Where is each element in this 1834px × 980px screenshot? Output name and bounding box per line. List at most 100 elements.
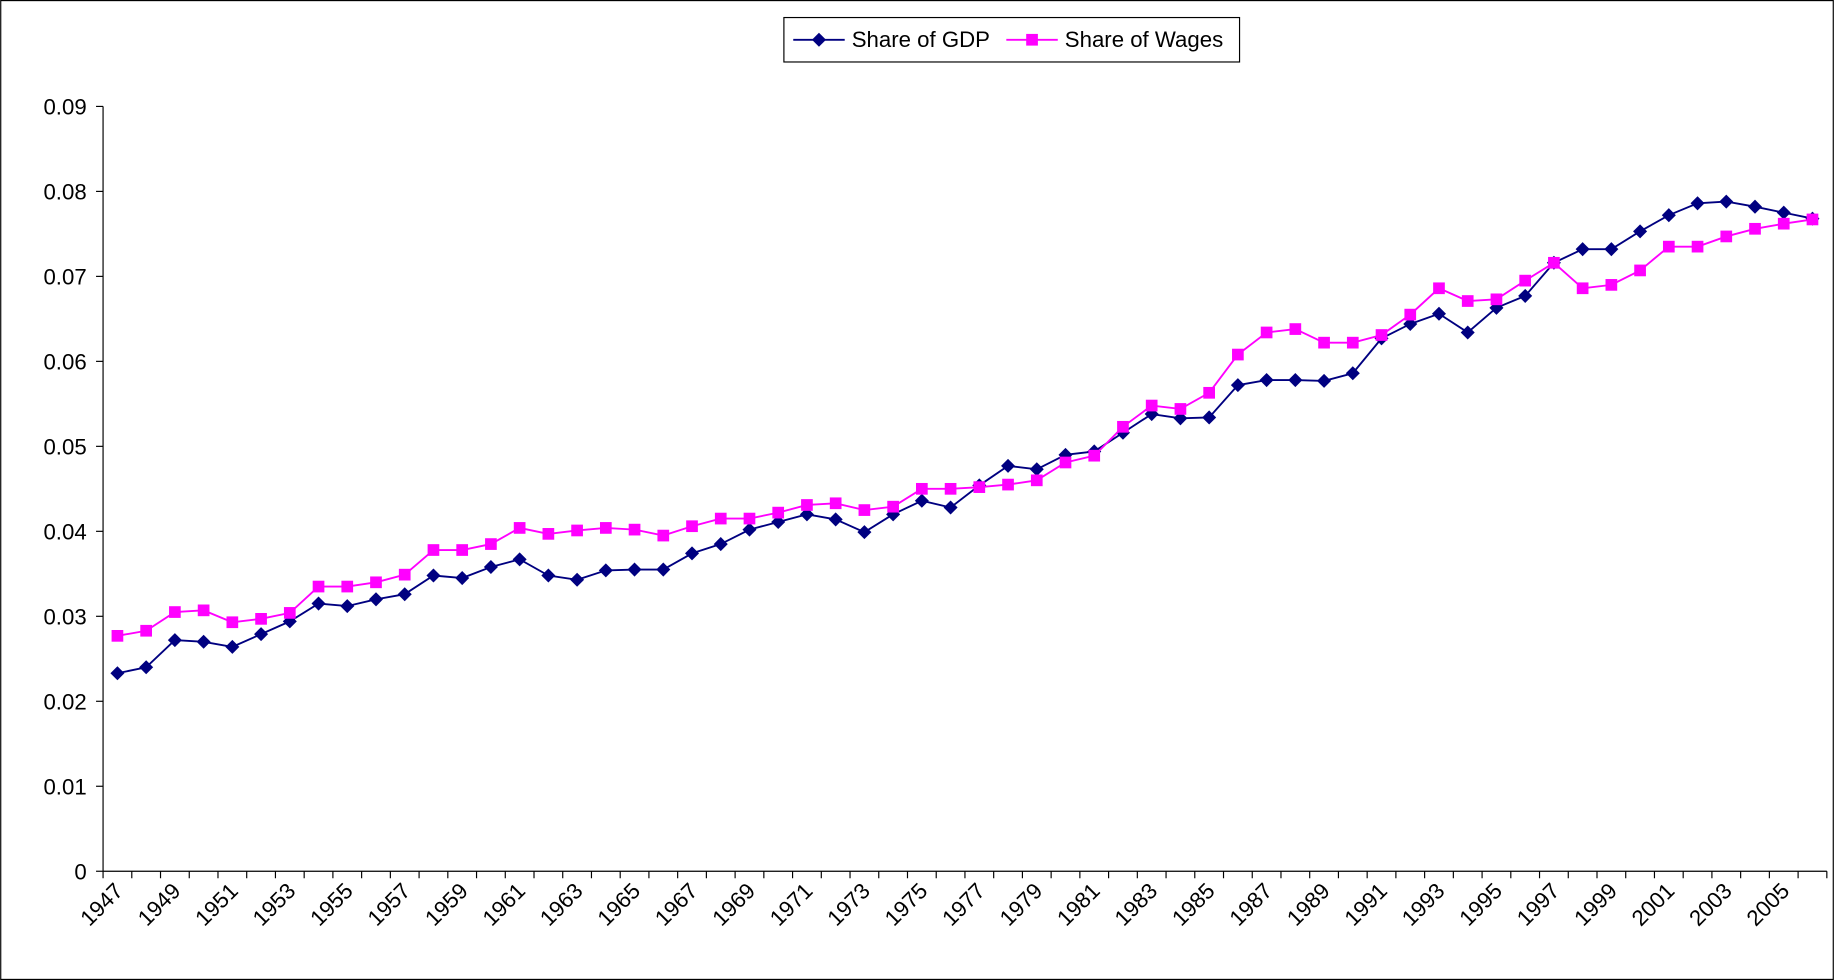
marker [571, 524, 583, 537]
marker [541, 568, 556, 583]
marker [657, 529, 670, 542]
marker [1662, 240, 1675, 253]
marker [628, 523, 641, 536]
y-tick-label: 0.05 [43, 435, 86, 460]
marker [169, 606, 181, 618]
marker [1720, 230, 1733, 243]
marker [1604, 242, 1619, 257]
marker [1029, 462, 1044, 477]
marker [368, 592, 384, 607]
marker [110, 666, 125, 681]
marker [1777, 217, 1790, 230]
marker [713, 537, 728, 552]
marker [828, 512, 843, 527]
y-tick-label: 0.02 [43, 689, 86, 714]
marker [1346, 336, 1359, 349]
y-tick-label: 0.06 [43, 350, 86, 375]
marker [1576, 282, 1589, 295]
marker [943, 500, 958, 515]
marker [1203, 386, 1215, 399]
marker [398, 568, 411, 581]
marker [254, 627, 269, 642]
marker [801, 499, 813, 511]
marker [914, 493, 929, 508]
marker [1634, 264, 1646, 277]
marker [829, 497, 842, 510]
y-tick-label: 0.08 [43, 180, 86, 205]
marker [772, 506, 785, 519]
marker [1317, 373, 1332, 388]
marker [1059, 456, 1072, 469]
marker [283, 607, 296, 619]
marker [140, 624, 153, 637]
marker [1490, 293, 1503, 306]
marker [167, 633, 182, 648]
y-tick-label: 0.01 [43, 774, 86, 799]
marker [599, 522, 612, 534]
marker [255, 613, 267, 625]
marker [1548, 256, 1560, 269]
marker [916, 482, 928, 495]
marker [627, 562, 642, 577]
marker [512, 552, 527, 567]
marker [456, 544, 469, 556]
marker [858, 504, 871, 516]
marker [1288, 373, 1303, 388]
marker [1605, 279, 1618, 291]
marker [1433, 282, 1445, 295]
y-tick-label: 0 [74, 859, 86, 884]
marker [887, 500, 899, 513]
marker [656, 562, 671, 577]
legend-marker [811, 32, 826, 47]
y-tick-label: 0.09 [43, 95, 86, 120]
marker [139, 660, 154, 675]
marker [771, 514, 786, 529]
marker [225, 639, 240, 654]
marker [570, 572, 585, 587]
legend-label: Share of Wages [1065, 27, 1223, 52]
marker [455, 571, 470, 586]
marker [857, 525, 872, 540]
marker [1749, 222, 1761, 235]
marker [714, 512, 727, 525]
y-tick-label: 0.04 [43, 520, 86, 545]
marker [1375, 329, 1388, 341]
marker [542, 528, 555, 540]
marker [1001, 458, 1016, 473]
marker [1088, 449, 1101, 462]
marker [485, 538, 497, 550]
marker [1519, 274, 1532, 287]
marker [1806, 213, 1819, 226]
marker [1661, 208, 1676, 223]
marker [1030, 474, 1043, 487]
legend-label: Share of GDP [852, 27, 990, 52]
marker [312, 580, 325, 593]
marker [311, 596, 326, 611]
marker [686, 520, 698, 533]
marker [340, 599, 355, 614]
marker [1518, 288, 1533, 303]
marker [1117, 420, 1129, 433]
marker [1691, 240, 1704, 253]
marker [1345, 366, 1360, 381]
marker [483, 559, 498, 575]
marker [1633, 224, 1648, 239]
marker [197, 604, 210, 617]
marker [341, 580, 354, 593]
legend-marker [1026, 33, 1038, 46]
marker [973, 481, 986, 493]
y-tick-label: 0.07 [43, 265, 86, 290]
marker [1260, 326, 1273, 339]
legend: Share of GDP Share of Wages [783, 16, 1241, 63]
marker [1461, 295, 1474, 307]
marker [598, 563, 613, 578]
marker [111, 629, 124, 642]
marker [426, 568, 441, 583]
marker [1690, 196, 1705, 211]
marker [1002, 478, 1014, 491]
marker [743, 512, 756, 525]
marker [427, 544, 440, 556]
marker [1232, 348, 1244, 361]
